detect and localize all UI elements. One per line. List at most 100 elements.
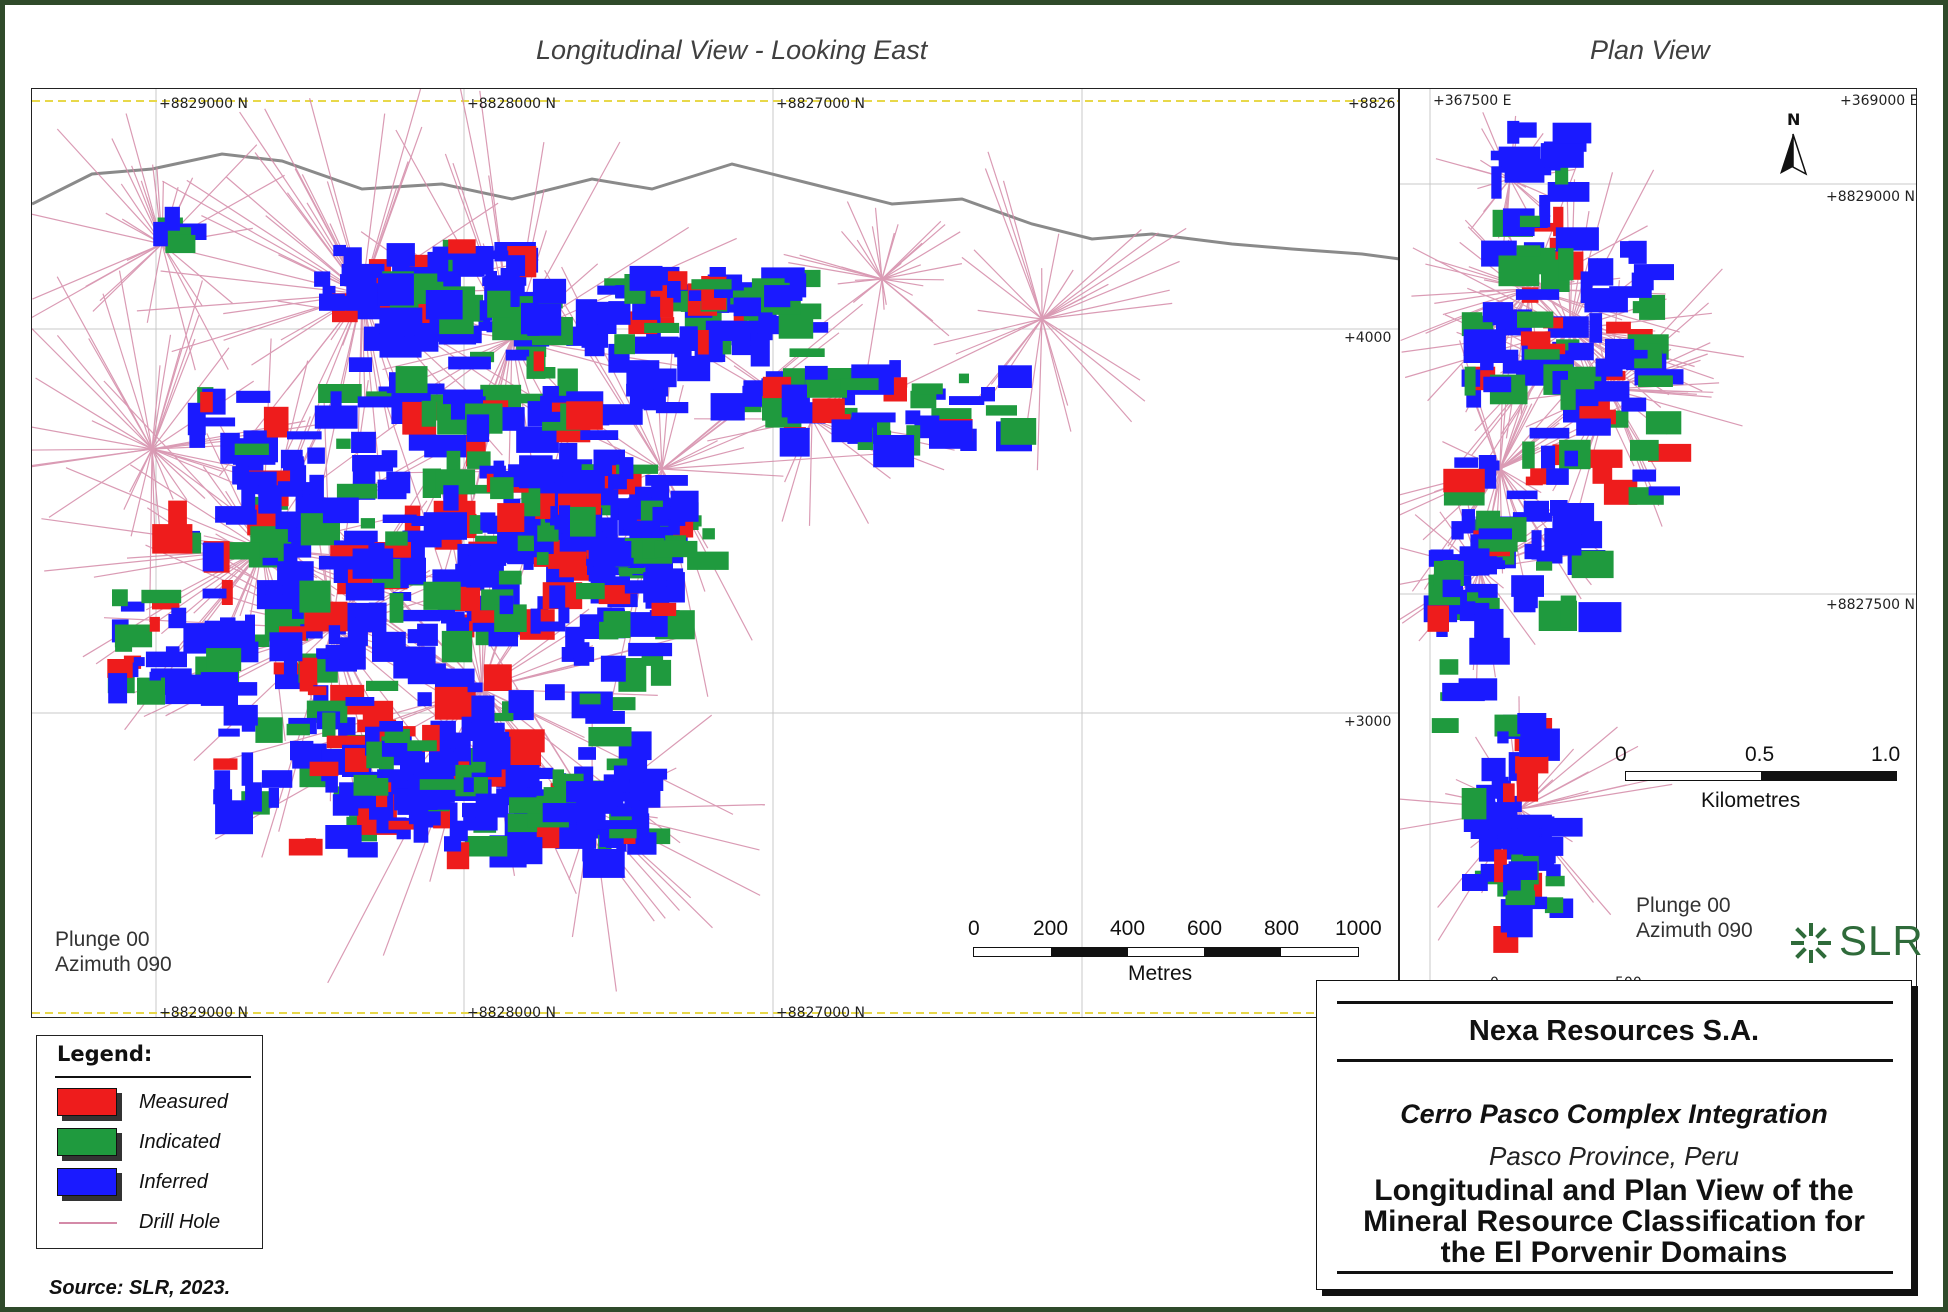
- resource-block: [351, 431, 376, 453]
- drill-hole: [881, 263, 963, 280]
- drill-hole: [856, 239, 883, 280]
- resource-block: [628, 642, 673, 657]
- svg-text:N: N: [1787, 110, 1800, 129]
- resource-block: [1467, 592, 1479, 602]
- resource-block: [626, 360, 660, 386]
- resource-block: [764, 285, 791, 308]
- resource-block: [549, 585, 566, 609]
- metres-tick-800: 800: [1264, 917, 1300, 940]
- figure-title: Longitudinal and Plan View of the Minera…: [1317, 1175, 1911, 1268]
- resource-block: [345, 748, 369, 772]
- resource-block: [1564, 450, 1578, 467]
- resource-block: [619, 457, 634, 480]
- resource-block: [141, 589, 182, 604]
- legend-title: Legend:: [57, 1042, 153, 1066]
- drill-hole: [32, 426, 153, 450]
- resource-block: [606, 758, 643, 771]
- resource-block: [319, 293, 345, 311]
- resource-block: [582, 833, 594, 862]
- resource-block: [597, 285, 632, 295]
- drill-hole: [1411, 288, 1531, 297]
- resource-block: [509, 797, 543, 814]
- drill-hole: [977, 318, 1043, 399]
- resource-block: [368, 602, 387, 622]
- longitudinal-view-panel: +8829000 N +8828000 N +8827000 N +8826 +…: [31, 88, 1399, 1018]
- resource-block: [1648, 443, 1692, 462]
- resource-block: [981, 387, 995, 402]
- resource-block: [385, 531, 408, 546]
- resource-block: [234, 443, 269, 455]
- resource-block: [1546, 864, 1561, 877]
- resource-block: [1552, 122, 1592, 144]
- resource-block: [580, 430, 619, 440]
- drill-hole: [1479, 568, 1536, 646]
- resource-block: [629, 774, 644, 801]
- resource-block: [998, 365, 1032, 388]
- resource-block: [419, 779, 461, 790]
- drill-hole: [48, 448, 153, 518]
- resource-block: [377, 769, 414, 778]
- resource-block: [710, 393, 745, 421]
- resource-block: [330, 545, 369, 557]
- plan-northing-2: +8827500 N: [1826, 597, 1915, 613]
- drill-hole: [151, 448, 206, 499]
- resource-block: [1544, 528, 1582, 556]
- resource-block: [415, 394, 453, 404]
- resource-block: [1632, 469, 1657, 482]
- resource-block: [221, 580, 233, 605]
- resource-block: [407, 629, 424, 644]
- drill-hole: [32, 448, 153, 468]
- resource-block: [1503, 864, 1521, 897]
- resource-block: [629, 388, 654, 409]
- drill-hole: [118, 270, 153, 450]
- resource-block: [497, 503, 525, 533]
- resource-block: [1464, 819, 1489, 830]
- drill-hole: [881, 278, 934, 322]
- resource-block: [261, 770, 293, 788]
- plan-northing-1: +8829000 N: [1826, 189, 1915, 205]
- drill-hole: [161, 243, 203, 307]
- resource-block: [949, 396, 985, 405]
- resource-block: [789, 348, 825, 357]
- resource-block: [1490, 150, 1505, 161]
- resource-block: [1522, 441, 1535, 469]
- resource-block: [642, 538, 658, 559]
- resource-block: [214, 770, 231, 797]
- resource-block: [1556, 339, 1580, 351]
- resource-block: [750, 333, 770, 367]
- drill-hole: [1509, 178, 1530, 214]
- resource-block: [108, 673, 128, 704]
- resource-block: [545, 684, 565, 701]
- resource-block: [1547, 182, 1590, 202]
- resource-block: [475, 793, 509, 818]
- drill-hole: [151, 338, 196, 450]
- drill-hole: [361, 89, 422, 295]
- resource-block: [1639, 294, 1666, 320]
- resource-block: [1541, 445, 1556, 472]
- north-arrow-icon: N: [1780, 110, 1808, 176]
- topography-line: [32, 152, 1398, 261]
- resource-block: [779, 427, 810, 457]
- drill-hole: [1609, 388, 1743, 427]
- drill-hole: [1041, 269, 1074, 320]
- resource-block: [1606, 321, 1631, 334]
- drill-hole: [881, 278, 944, 281]
- drill-hole: [811, 418, 870, 524]
- resource-block: [421, 400, 437, 427]
- drill-hole: [99, 243, 163, 302]
- resource-block: [243, 430, 267, 448]
- resource-block: [618, 506, 637, 535]
- resource-block: [789, 270, 803, 301]
- drill-hole: [32, 213, 163, 245]
- resource-block: [1506, 490, 1538, 500]
- resource-block: [372, 740, 413, 757]
- resource-block: [624, 768, 668, 780]
- resource-block: [525, 767, 554, 779]
- resource-block: [314, 405, 358, 429]
- resource-block: [1541, 825, 1571, 835]
- plan-orientation: Plunge 00 Azimuth 090: [1636, 893, 1753, 943]
- plan-top-coord-1: +367500 E: [1433, 93, 1511, 109]
- drill-hole: [837, 278, 883, 285]
- resource-block: [292, 607, 304, 619]
- resource-block: [332, 617, 370, 627]
